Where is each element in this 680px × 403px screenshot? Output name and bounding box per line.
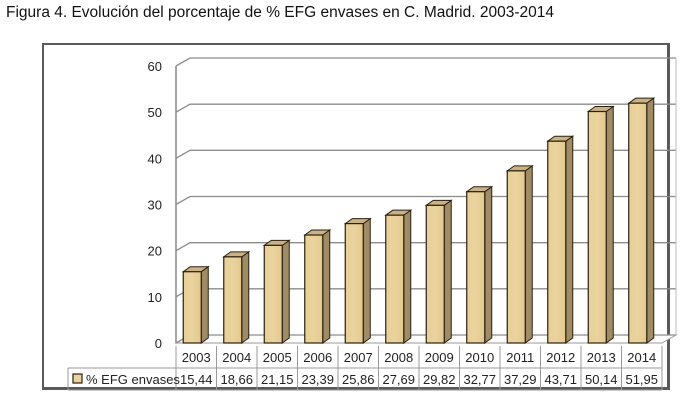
data-label: 32,77 — [463, 372, 496, 387]
x-category-label: 2012 — [546, 350, 575, 365]
data-label: 23,39 — [301, 372, 334, 387]
gridline — [175, 103, 676, 113]
bar-side — [646, 97, 655, 344]
x-category-label: 2006 — [303, 350, 332, 365]
bar-side — [524, 164, 533, 344]
y-tick-label: 40 — [148, 151, 162, 166]
bar — [263, 244, 283, 344]
bar-side — [281, 239, 290, 344]
bar-side — [605, 105, 614, 344]
bar — [182, 271, 202, 344]
bar — [466, 191, 486, 344]
y-tick-label: 60 — [148, 59, 162, 74]
bar — [587, 110, 607, 344]
data-label: 29,82 — [423, 372, 456, 387]
bar-side — [322, 229, 331, 344]
x-category-label: 2004 — [222, 350, 251, 365]
gridline — [175, 57, 676, 67]
x-category-label: 2011 — [506, 350, 534, 365]
data-label: 37,29 — [504, 372, 537, 387]
y-tick-label: 10 — [148, 290, 162, 305]
figure-title: Figura 4. Evolución del porcentaje de % … — [6, 4, 554, 21]
x-category-label: 2013 — [587, 350, 616, 365]
x-category-label: 2005 — [263, 350, 292, 365]
bar-side — [241, 250, 250, 344]
gridline — [175, 149, 676, 159]
x-category-label: 2009 — [425, 350, 454, 365]
data-label: 21,15 — [261, 372, 294, 387]
x-category-label: 2014 — [627, 350, 656, 365]
bar — [425, 204, 445, 344]
bar — [547, 140, 567, 344]
bar — [304, 234, 324, 344]
data-label: 43,71 — [544, 372, 577, 387]
y-tick-label: 0 — [155, 336, 162, 351]
chart-frame — [42, 43, 670, 390]
bar-side — [200, 265, 209, 344]
bar — [223, 256, 243, 344]
legend-swatch — [72, 373, 83, 384]
data-label: 27,69 — [382, 372, 415, 387]
bar-side — [362, 217, 371, 344]
bar — [628, 102, 648, 344]
bar — [506, 170, 526, 344]
data-label: 18,66 — [220, 372, 253, 387]
x-category-label: 2008 — [384, 350, 413, 365]
legend-label: % EFG envases — [86, 372, 180, 387]
bar — [344, 223, 364, 344]
y-tick-label: 30 — [148, 198, 162, 213]
data-label: 50,14 — [585, 372, 618, 387]
bar-side — [565, 135, 574, 344]
data-label: 15,44 — [180, 372, 213, 387]
x-category-label: 2003 — [182, 350, 211, 365]
y-tick-label: 20 — [148, 244, 162, 259]
x-category-label: 2010 — [465, 350, 494, 365]
x-category-label: 2007 — [344, 350, 373, 365]
data-label: 25,86 — [342, 372, 375, 387]
bar-side — [403, 209, 412, 344]
bar-side — [484, 185, 493, 344]
bar — [385, 214, 405, 344]
bar-side — [443, 199, 452, 344]
y-tick-label: 50 — [148, 105, 162, 120]
data-label: 51,95 — [625, 372, 658, 387]
